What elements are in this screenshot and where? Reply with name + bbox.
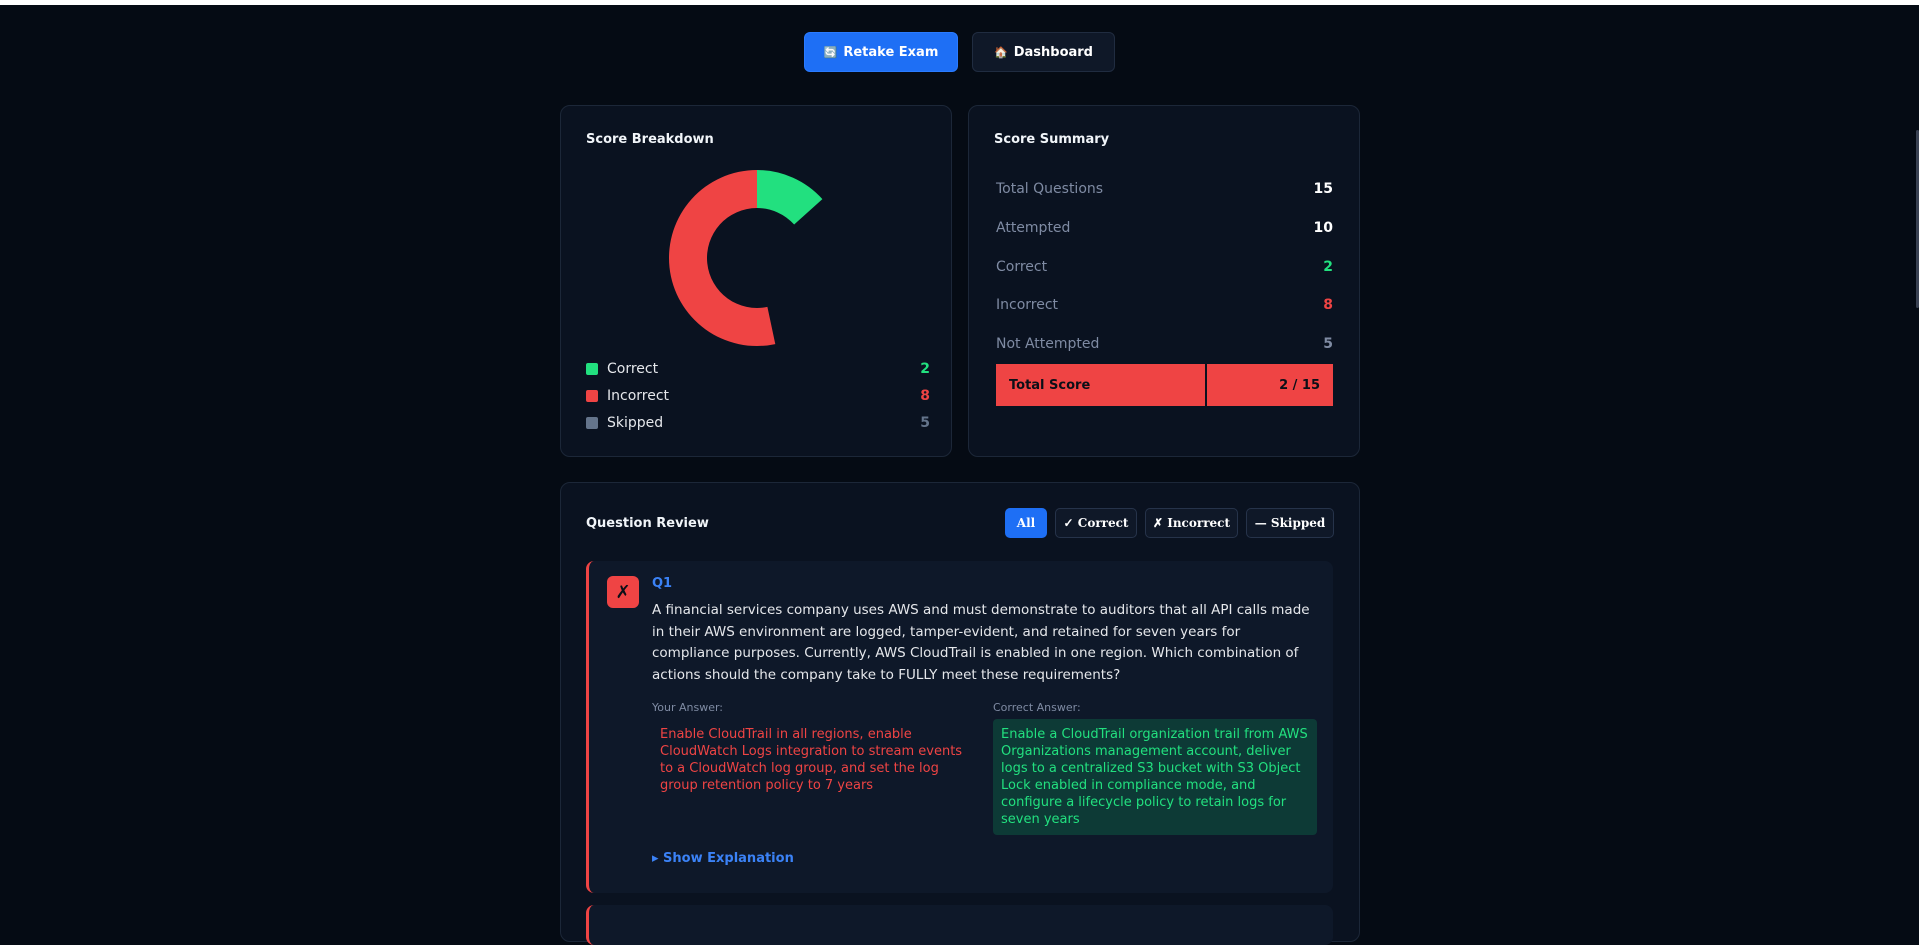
- review-filters: All ✓ Correct ✗ Incorrect — Skipped: [1005, 508, 1334, 538]
- summary-label: Incorrect: [996, 297, 1059, 313]
- question-number: Q1: [652, 576, 673, 591]
- legend-label-skipped: Skipped: [607, 415, 664, 431]
- score-breakdown-card: Score Breakdown Correct 2 Incorrect 8 Sk…: [560, 105, 952, 457]
- filter-all-button[interactable]: All: [1005, 508, 1047, 538]
- score-breakdown-title: Score Breakdown: [586, 132, 714, 147]
- question-card: [586, 905, 1333, 945]
- summary-value: 2: [1323, 259, 1333, 275]
- retake-exam-button[interactable]: 🔄 Retake Exam: [804, 32, 958, 72]
- home-icon: 🏠: [994, 45, 1008, 59]
- total-score-row: Total Score 2 / 15: [996, 364, 1333, 406]
- summary-label: Attempted: [996, 220, 1071, 236]
- filter-correct-button[interactable]: ✓ Correct: [1055, 508, 1137, 538]
- summary-row-correct: Correct 2: [996, 257, 1333, 277]
- donut-slice-incorrect: [669, 170, 776, 346]
- incorrect-x-icon: ✗: [607, 576, 639, 608]
- filter-skipped-button[interactable]: — Skipped: [1246, 508, 1334, 538]
- legend-label-incorrect: Incorrect: [607, 388, 670, 404]
- summary-label: Not Attempted: [996, 336, 1100, 352]
- score-summary-title: Score Summary: [994, 132, 1110, 147]
- page-scrollbar[interactable]: [1916, 130, 1919, 308]
- your-answer-label: Your Answer:: [652, 701, 724, 714]
- dashboard-label: Dashboard: [1013, 44, 1093, 60]
- legend-item-correct: Correct 2: [586, 359, 930, 379]
- top-border: [0, 0, 1919, 5]
- legend-label-correct: Correct: [607, 361, 659, 377]
- summary-label: Total Questions: [996, 181, 1104, 197]
- donut-slice-correct: [757, 170, 823, 225]
- summary-value: 10: [1313, 220, 1333, 236]
- filter-incorrect-button[interactable]: ✗ Incorrect: [1145, 508, 1238, 538]
- retake-exam-label: Retake Exam: [843, 44, 939, 60]
- score-donut-chart: [669, 170, 823, 346]
- refresh-icon: 🔄: [823, 45, 838, 59]
- top-actions: 🔄 Retake Exam 🏠 Dashboard: [0, 32, 1919, 72]
- summary-row-incorrect: Incorrect 8: [996, 295, 1333, 315]
- legend-item-skipped: Skipped 5: [586, 413, 930, 433]
- total-score-label: Total Score: [996, 364, 1205, 406]
- dashboard-button[interactable]: 🏠 Dashboard: [972, 32, 1115, 72]
- summary-value: 8: [1323, 297, 1333, 313]
- legend-value-skipped: 5: [920, 415, 930, 431]
- correct-answer-label: Correct Answer:: [993, 701, 1081, 714]
- legend-swatch-incorrect: [586, 390, 598, 402]
- legend-value-correct: 2: [920, 361, 930, 377]
- summary-value: 15: [1313, 181, 1333, 197]
- total-score-value: 2 / 15: [1207, 364, 1333, 406]
- legend-item-incorrect: Incorrect 8: [586, 386, 930, 406]
- summary-row-not-attempted: Not Attempted 5: [996, 334, 1333, 354]
- summary-value: 5: [1323, 336, 1333, 352]
- score-summary-card: Score Summary Total Questions 15 Attempt…: [968, 105, 1360, 457]
- show-explanation-link[interactable]: ▸ Show Explanation: [652, 851, 794, 866]
- question-text: A financial services company uses AWS an…: [652, 602, 1310, 683]
- summary-label: Correct: [996, 259, 1048, 275]
- your-answer-text: Enable CloudTrail in all regions, enable…: [660, 727, 963, 793]
- legend-swatch-skipped: [586, 417, 598, 429]
- question-card: ✗ Q1 A financial services company uses A…: [586, 561, 1333, 893]
- question-review-card: Question Review All ✓ Correct ✗ Incorrec…: [560, 482, 1360, 945]
- correct-answer-text: Enable a CloudTrail organization trail f…: [993, 719, 1317, 835]
- legend-value-incorrect: 8: [920, 388, 930, 404]
- legend-swatch-correct: [586, 363, 598, 375]
- summary-row-total-questions: Total Questions 15: [996, 179, 1333, 199]
- summary-row-attempted: Attempted 10: [996, 218, 1333, 238]
- question-review-title: Question Review: [586, 516, 709, 531]
